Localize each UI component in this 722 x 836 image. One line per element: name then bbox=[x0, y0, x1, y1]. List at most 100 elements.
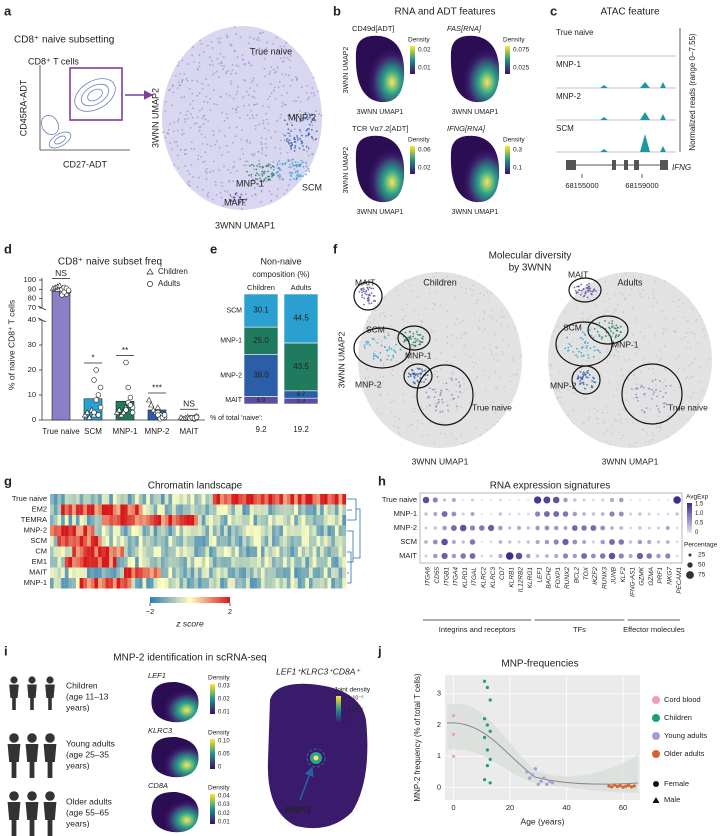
cell-dot bbox=[191, 92, 194, 95]
cell-dot bbox=[493, 411, 496, 414]
cell-dot bbox=[603, 420, 605, 423]
heat-cell bbox=[183, 578, 187, 589]
cell-dot bbox=[250, 163, 253, 166]
cell-dot bbox=[296, 136, 299, 139]
cell-dot bbox=[413, 382, 416, 385]
cell-dot bbox=[176, 64, 179, 67]
expression-dot bbox=[600, 525, 606, 531]
heat-cell bbox=[242, 546, 247, 557]
cell-dot bbox=[205, 78, 208, 81]
cohort-label: (age 25–35 bbox=[66, 749, 109, 759]
cell-dot bbox=[487, 300, 489, 303]
heat-cell bbox=[260, 536, 265, 547]
cell-dot bbox=[615, 309, 617, 312]
expression-dot bbox=[629, 526, 632, 530]
total-label: 19.2 bbox=[293, 425, 309, 434]
point-children bbox=[148, 401, 155, 408]
cell-dot bbox=[589, 347, 592, 350]
cell-dot bbox=[586, 283, 588, 286]
legend-tick: 0.02 bbox=[218, 811, 230, 817]
person-body bbox=[9, 684, 19, 710]
heat-cell bbox=[205, 536, 210, 547]
cell-dot bbox=[272, 169, 275, 171]
panel-title: Non-naive bbox=[260, 256, 301, 266]
heat-cell bbox=[135, 557, 139, 568]
heat-cell bbox=[164, 557, 169, 568]
cell-dot bbox=[625, 282, 628, 284]
heat-cell bbox=[94, 546, 99, 557]
cell-dot bbox=[616, 419, 619, 422]
cell-dot bbox=[195, 122, 198, 124]
gene-label: TOX bbox=[583, 566, 590, 580]
gene-label: KLRC3 bbox=[148, 726, 173, 735]
cell-dot bbox=[265, 154, 268, 157]
cell-dot bbox=[276, 120, 278, 122]
heat-cell bbox=[312, 536, 317, 547]
cell-dot bbox=[501, 315, 503, 318]
axis-label: 3WNN UMAP1 bbox=[357, 209, 404, 216]
heat-cell bbox=[68, 578, 73, 589]
cell-dot bbox=[391, 369, 394, 371]
cell-dot bbox=[242, 164, 245, 167]
heat-cell bbox=[179, 536, 184, 547]
cell-dot bbox=[186, 110, 189, 113]
heat-cell bbox=[309, 494, 313, 505]
cell-dot bbox=[636, 321, 638, 323]
cell-dot bbox=[239, 36, 242, 38]
panel-title: ATAC feature bbox=[600, 7, 660, 18]
cell-dot bbox=[460, 406, 462, 408]
legend-adults bbox=[147, 281, 153, 287]
cell-dot bbox=[667, 415, 670, 418]
cell-dot bbox=[256, 164, 259, 167]
cell-dot bbox=[420, 406, 423, 409]
cell-dot bbox=[301, 141, 304, 144]
heat-cell bbox=[312, 494, 317, 505]
heat-cell bbox=[53, 525, 58, 536]
cell-dot bbox=[580, 355, 583, 357]
expression-dot bbox=[638, 526, 642, 530]
heat-cell bbox=[294, 557, 298, 568]
heat-cell bbox=[53, 578, 58, 589]
heat-cell bbox=[334, 494, 339, 505]
cell-dot bbox=[276, 66, 279, 69]
cell-dot bbox=[604, 335, 607, 337]
cell-dot bbox=[201, 142, 204, 145]
heat-cell bbox=[87, 546, 91, 557]
cell-dot bbox=[612, 311, 615, 314]
heat-cell bbox=[138, 546, 143, 557]
cell-dot bbox=[229, 171, 232, 174]
y-tick-label: 70 bbox=[28, 303, 36, 312]
legend-tick: 1 × 10⁻⁵ bbox=[343, 706, 364, 713]
cell-dot bbox=[662, 332, 665, 335]
cell-dot bbox=[230, 73, 233, 75]
cell-dot bbox=[184, 118, 186, 121]
cell-dot bbox=[575, 292, 578, 295]
cell-dot bbox=[466, 353, 468, 356]
cell-dot bbox=[471, 293, 473, 296]
heat-cell bbox=[50, 578, 54, 589]
cell-dot bbox=[201, 88, 204, 90]
heat-cell bbox=[216, 578, 221, 589]
cell-dot bbox=[198, 92, 201, 95]
heat-cell bbox=[109, 494, 113, 505]
cell-dot bbox=[173, 141, 176, 144]
heat-cell bbox=[68, 504, 73, 515]
cell-dot bbox=[379, 385, 382, 388]
heat-cell bbox=[220, 546, 224, 557]
segment-name: SCM bbox=[226, 307, 242, 314]
cell-dot bbox=[290, 130, 292, 132]
cell-dot bbox=[487, 376, 490, 379]
cell-dot bbox=[293, 168, 296, 170]
cell-dot bbox=[420, 381, 422, 383]
heat-cell bbox=[79, 536, 84, 547]
heat-cell bbox=[64, 546, 69, 557]
heat-cell bbox=[283, 578, 287, 589]
cell-dot bbox=[484, 389, 487, 391]
cell-dot bbox=[296, 161, 299, 164]
person-body bbox=[43, 802, 57, 836]
cell-dot bbox=[196, 186, 199, 188]
cell-dot bbox=[417, 333, 419, 336]
exon bbox=[660, 160, 668, 170]
heat-cell bbox=[164, 494, 169, 505]
heat-cell bbox=[279, 546, 284, 557]
